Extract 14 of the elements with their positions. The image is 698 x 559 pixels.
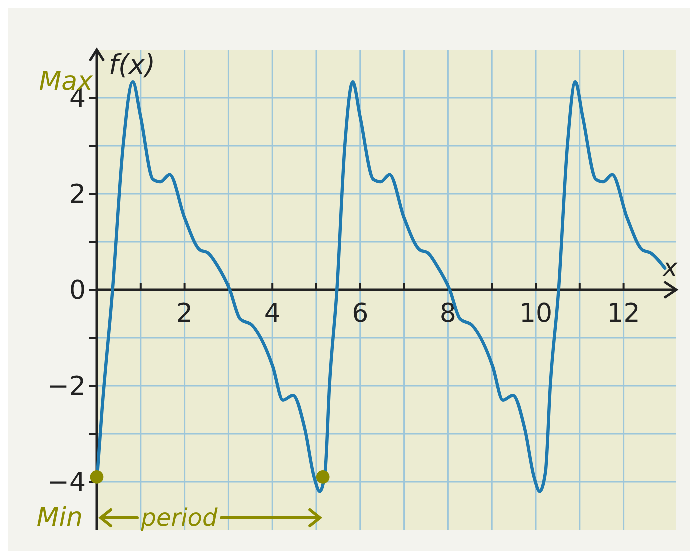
x-tick-label: 6 bbox=[352, 299, 369, 329]
x-tick-label: 12 bbox=[607, 299, 640, 329]
y-tick-label: 2 bbox=[69, 180, 86, 210]
x-tick-label: 10 bbox=[519, 299, 553, 329]
x-axis-title: x bbox=[662, 254, 678, 282]
y-axis-title: f(x) bbox=[109, 50, 156, 81]
x-tick-label: 4 bbox=[264, 299, 281, 329]
y-tick-label: 0 bbox=[69, 276, 86, 306]
y-tick-label: −4 bbox=[48, 468, 86, 498]
x-tick-label: 8 bbox=[440, 299, 456, 329]
x-tick-label: 2 bbox=[176, 299, 194, 329]
text: Min bbox=[36, 503, 83, 533]
annotation: period bbox=[140, 504, 218, 532]
y-tick-label: −2 bbox=[48, 372, 86, 402]
